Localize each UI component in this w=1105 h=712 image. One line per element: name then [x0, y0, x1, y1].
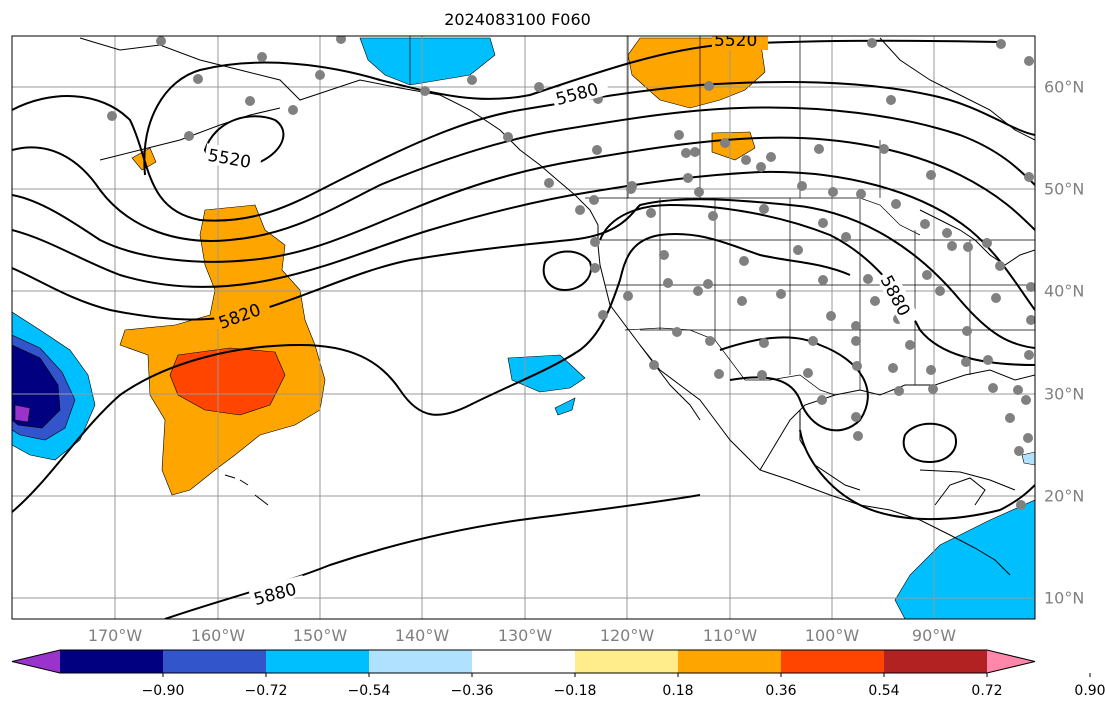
- contour-ring-2: [12, 81, 1035, 222]
- lon-label: 110°W: [702, 626, 758, 645]
- colorbar-segment: [884, 650, 988, 673]
- colorbar-tick-label: −0.18: [553, 683, 597, 699]
- colorbar-segment: [163, 650, 267, 673]
- contour-label-5520-north: 5520: [714, 31, 757, 51]
- lat-label: 30°N: [1044, 384, 1085, 404]
- contour-5880-us: [599, 203, 1035, 366]
- anomaly-fill: [12, 37, 1035, 619]
- negative-anomaly-west-core: [14, 404, 31, 423]
- contour-ring-4: [12, 136, 1035, 263]
- colorbar-segment: [60, 650, 164, 673]
- colorbar-tick-label: −0.90: [141, 683, 185, 699]
- contour-gulf-closed: [902, 422, 957, 464]
- negative-anomaly-mid-pacific: [507, 354, 586, 393]
- lon-label: 170°W: [87, 626, 143, 645]
- lat-label: 50°N: [1044, 179, 1085, 199]
- negative-anomaly-gulf-small: [1021, 451, 1035, 466]
- negative-anomaly-caribbean: [894, 499, 1035, 619]
- colorbar-segment: [575, 650, 679, 673]
- colorbar-extend-max: [987, 650, 1035, 673]
- colorbar-extend-min: [12, 650, 60, 673]
- colorbar-outline: [11, 649, 1036, 674]
- colorbar-tick-label: −0.36: [450, 683, 494, 699]
- lon-label: 90°W: [911, 626, 957, 645]
- lat-label: 20°N: [1044, 486, 1085, 506]
- lon-label: 130°W: [497, 626, 553, 645]
- lon-label: 150°W: [292, 626, 348, 645]
- contour-mexico-low: [799, 429, 1035, 521]
- colorbar-segment: [678, 650, 782, 673]
- colorbar: [11, 649, 1091, 677]
- station-markers: [107, 36, 1035, 510]
- strong-positive-anomaly: [169, 347, 286, 416]
- lon-label: 120°W: [599, 626, 655, 645]
- colorbar-tick-label: 0.90: [1074, 683, 1105, 699]
- lon-label: 140°W: [394, 626, 450, 645]
- negative-anomaly-gulf-alaska: [359, 37, 496, 86]
- map-frame: [11, 35, 1036, 620]
- contour-ring-3: [12, 106, 1035, 242]
- colorbar-tick-label: 0.18: [662, 683, 694, 699]
- lon-label: 160°W: [190, 626, 246, 645]
- colorbar-tick-label: 0.36: [765, 683, 797, 699]
- colorbar-tick-label: 0.72: [971, 683, 1003, 699]
- negative-anomaly-small: [554, 397, 576, 416]
- height-contours: [12, 39, 1035, 619]
- lon-label: 100°W: [804, 626, 860, 645]
- contour-5820: [12, 198, 1035, 349]
- map-plot-area: 5520 5520 5580 5820 5880 5880: [12, 31, 1035, 619]
- contour-ring-1: [143, 39, 1001, 176]
- map-title: 2024083100 F060: [444, 10, 591, 29]
- colorbar-tick-label: −0.72: [244, 683, 288, 699]
- political-borders: [409, 36, 1035, 396]
- colorbar-segment: [472, 650, 576, 673]
- colorbar-tick-label: 0.54: [868, 683, 900, 699]
- graticule: [12, 36, 1035, 619]
- contour-ring-5: [12, 170, 1035, 311]
- colorbar-tick-label: −0.54: [347, 683, 391, 699]
- contour-pacific: [12, 233, 851, 513]
- contour-5880-closed-ca: [542, 250, 592, 292]
- colorbar-segment: [369, 650, 473, 673]
- lat-label: 40°N: [1044, 281, 1085, 301]
- lat-label: 10°N: [1044, 588, 1085, 608]
- colorbar-segment: [266, 650, 370, 673]
- colorbar-segment: [781, 650, 885, 673]
- lat-label: 60°N: [1044, 77, 1085, 97]
